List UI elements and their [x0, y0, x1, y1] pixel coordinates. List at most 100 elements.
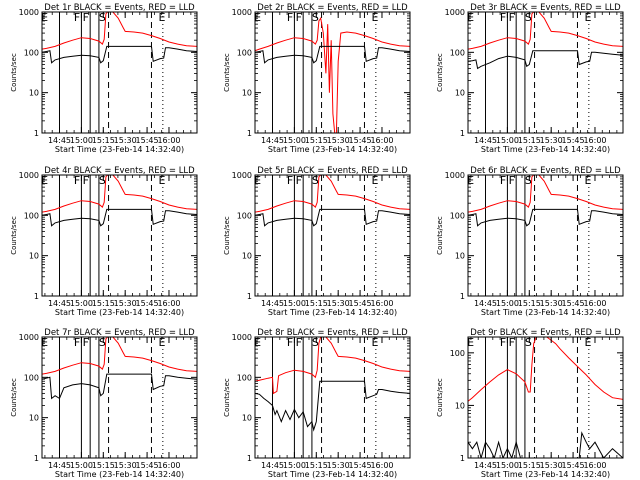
x-tick-label: 14:45: [474, 136, 497, 145]
x-tick-label: 16:00: [157, 136, 180, 145]
y-axis-label: Counts/sec: [436, 53, 444, 92]
chart-title: Det 1r BLACK = Events, RED = LLD: [44, 3, 195, 13]
series-line: [42, 45, 197, 64]
x-tick-label: 14:45: [261, 136, 284, 145]
y-tick-label: 100: [237, 48, 252, 57]
phase-marker: E: [254, 174, 261, 187]
phase-marker: E: [254, 336, 261, 349]
x-tick-label: 14:45: [474, 299, 497, 308]
phase-marker: E: [158, 336, 165, 349]
phase-marker: F: [296, 174, 302, 187]
phase-marker: E: [467, 11, 474, 24]
x-axis-label: Start Time (23-Feb-14 14:32:40): [55, 145, 184, 154]
y-tick-label: 10: [29, 414, 39, 423]
phase-marker: F: [83, 336, 89, 349]
x-axis-label: Start Time (23-Feb-14 14:32:40): [55, 308, 184, 317]
y-axis-label: Counts/sec: [223, 216, 231, 255]
x-tick-label: 15:45: [349, 299, 372, 308]
plot-frame: [467, 11, 624, 134]
x-tick-label: 16:00: [583, 136, 606, 145]
y-tick-label: 1000: [445, 171, 465, 180]
phase-marker: F: [500, 174, 506, 187]
series-line: [42, 208, 197, 227]
x-axis-label: Start Time (23-Feb-14 14:32:40): [268, 145, 397, 154]
plot-frame: [467, 174, 624, 297]
y-tick-label: 10: [455, 252, 465, 261]
phase-marker: S: [99, 174, 106, 187]
series-line: [255, 45, 410, 64]
phase-marker: E: [467, 336, 474, 349]
series-group: [468, 12, 623, 70]
phase-marker: F: [500, 336, 506, 349]
phase-marker: S: [312, 11, 319, 24]
phase-marker: F: [509, 11, 515, 24]
series-group: [42, 12, 197, 64]
reference-lines: [485, 12, 590, 133]
phase-marker: E: [371, 11, 378, 24]
series-line: [42, 337, 197, 375]
x-tick-label: 15:15: [92, 299, 115, 308]
phase-marker: F: [287, 336, 293, 349]
y-tick-label: 10: [455, 401, 465, 410]
phase-marker: F: [500, 11, 506, 24]
series-line: [468, 337, 623, 402]
series-line: [255, 16, 410, 133]
x-tick-label: 15:15: [305, 461, 328, 470]
series-line: [468, 175, 623, 213]
phase-marker: E: [371, 174, 378, 187]
reference-lines: [272, 175, 377, 296]
phase-marker: E: [584, 11, 591, 24]
reference-lines: [485, 175, 590, 296]
x-tick-label: 15:45: [349, 461, 372, 470]
x-tick-label: 15:30: [327, 461, 350, 470]
reference-lines: [272, 12, 377, 133]
plot-frame: [41, 11, 198, 134]
x-tick-label: 15:45: [562, 461, 585, 470]
series-line: [255, 208, 410, 227]
plot-frame: [254, 336, 411, 459]
reference-lines: [485, 337, 590, 458]
y-tick-label: 100: [237, 211, 252, 220]
y-axis-label: Counts/sec: [436, 216, 444, 255]
phase-marker: F: [74, 174, 80, 187]
y-tick-label: 1: [247, 292, 252, 301]
y-tick-label: 100: [24, 48, 39, 57]
y-tick-label: 100: [450, 349, 465, 358]
chart-title: Det 3r BLACK = Events, RED = LLD: [470, 3, 621, 13]
x-tick-label: 15:00: [70, 136, 93, 145]
phase-marker: F: [509, 336, 515, 349]
x-tick-label: 16:00: [157, 461, 180, 470]
y-tick-label: 1000: [445, 8, 465, 17]
x-tick-label: 15:15: [92, 136, 115, 145]
phase-marker: E: [41, 174, 48, 187]
y-tick-label: 10: [242, 89, 252, 98]
x-tick-label: 15:45: [349, 136, 372, 145]
plot-frame: [41, 174, 198, 297]
y-tick-label: 100: [24, 211, 39, 220]
series-line: [42, 12, 197, 50]
series-line: [468, 431, 623, 458]
phase-marker: S: [99, 336, 106, 349]
series-group: [468, 337, 623, 458]
y-axis-label: Counts/sec: [223, 53, 231, 92]
x-tick-label: 14:45: [261, 299, 284, 308]
phase-marker: F: [287, 11, 293, 24]
x-tick-label: 15:15: [518, 136, 541, 145]
reference-lines: [59, 12, 164, 133]
x-tick-label: 15:00: [70, 461, 93, 470]
x-tick-label: 15:45: [136, 136, 159, 145]
plot-frame: [467, 336, 624, 459]
y-tick-label: 1000: [19, 171, 39, 180]
chart-title: Det 8r BLACK = Events, RED = LLD: [257, 328, 408, 338]
series-group: [255, 175, 410, 227]
x-tick-label: 15:00: [496, 299, 519, 308]
x-tick-label: 14:45: [261, 461, 284, 470]
y-tick-label: 1000: [232, 8, 252, 17]
x-tick-label: 15:15: [305, 299, 328, 308]
phase-marker: S: [312, 336, 319, 349]
